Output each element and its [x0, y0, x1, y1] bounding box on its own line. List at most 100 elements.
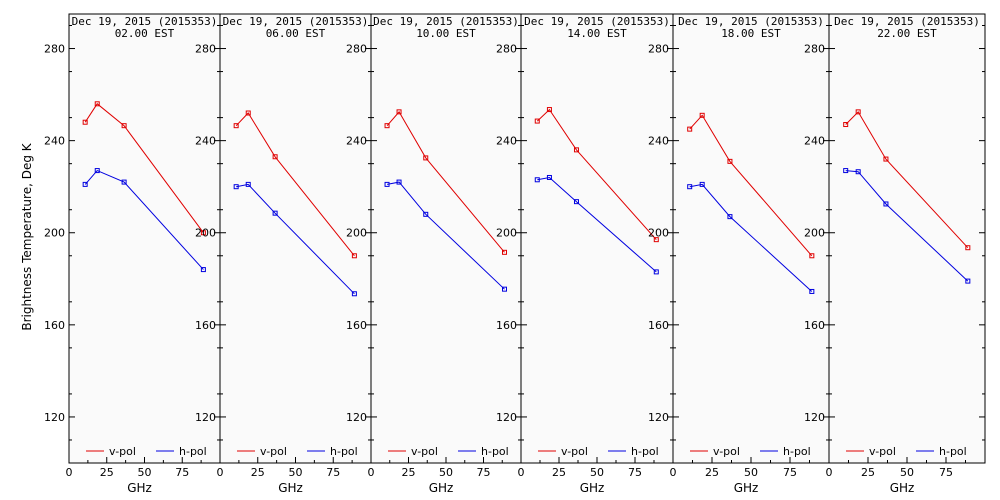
data-point-v-pol: [384, 123, 390, 129]
panel-subtitle: 18.00 EST: [721, 27, 781, 40]
y-tick-label: 120: [496, 411, 517, 424]
data-point-h-pol: [396, 179, 402, 185]
y-tick-label: 160: [804, 319, 825, 332]
data-point-v-pol: [546, 107, 552, 113]
y-axis-label: Brightness Temperature, Deg K: [20, 142, 34, 330]
panel-frame: [672, 13, 830, 464]
x-axis-label: GHz: [278, 481, 303, 495]
data-point-v-pol: [396, 109, 402, 115]
series-line-v-pol: [235, 112, 355, 257]
y-tick-label: 280: [346, 43, 367, 56]
x-tick-label: 0: [368, 466, 375, 479]
data-point-v-pol: [809, 253, 815, 259]
series-line-h-pol: [236, 183, 355, 295]
data-point-h-pol: [502, 286, 507, 292]
x-tick-label: 75: [939, 466, 953, 479]
x-tick-label: 75: [783, 466, 797, 479]
data-point-v-pol: [883, 156, 889, 162]
chart-panel-2: Dec 19, 2015 (2015353)06.00 EST 120 160 200…: [195, 13, 372, 495]
data-point-h-pol: [121, 179, 127, 185]
x-tick-label: 25: [552, 466, 566, 479]
y-tick-label: 240: [804, 135, 825, 148]
x-tick-label: 0: [670, 466, 677, 479]
panel-title: Dec 19, 2015 (2015353): [834, 15, 980, 28]
data-point-v-pol: [843, 122, 849, 128]
y-tick-label: 120: [44, 411, 65, 424]
y-tick-label: 240: [648, 135, 669, 148]
data-point-v-pol: [200, 230, 206, 236]
panel-subtitle: 02.00 EST: [115, 27, 175, 40]
y-tick-label: 280: [496, 43, 517, 56]
data-point-h-pol: [965, 278, 971, 284]
panel-title: Dec 19, 2015 (2015353): [72, 15, 218, 28]
x-tick-label: 75: [326, 466, 340, 479]
legend-label-v-pol: v-pol: [869, 445, 896, 458]
y-tick-label: 240: [44, 135, 65, 148]
data-point-h-pol: [855, 169, 861, 175]
y-tick-label: 200: [804, 227, 825, 240]
y-tick-label: 240: [496, 135, 517, 148]
y-tick-label: 240: [195, 135, 216, 148]
legend-label-h-pol: h-pol: [631, 445, 659, 458]
series-line-h-pol: [387, 181, 505, 290]
y-tick-label: 120: [346, 411, 367, 424]
x-tick-label: 0: [826, 466, 833, 479]
y-tick-label: 200: [496, 227, 517, 240]
series-line-v-pol: [536, 108, 657, 241]
data-point-v-pol: [653, 237, 659, 243]
legend-label-v-pol: v-pol: [713, 445, 740, 458]
chart-panel-1: Dec 19, 2015 (2015353)02.00 EST 120 160 200…: [44, 13, 221, 495]
x-axis-label: GHz: [890, 481, 915, 495]
series-line-v-pol: [386, 111, 505, 253]
data-point-h-pol: [546, 174, 552, 180]
legend-label-h-pol: h-pol: [783, 445, 811, 458]
y-tick-label: 160: [195, 319, 216, 332]
x-axis-label: GHz: [580, 481, 605, 495]
x-tick-label: 75: [628, 466, 642, 479]
y-tick-label: 200: [44, 227, 65, 240]
chart-panel-4: Dec 19, 2015 (2015353)14.00 EST 120 160 200…: [496, 13, 674, 495]
x-tick-label: 50: [138, 466, 152, 479]
data-point-h-pol: [82, 181, 88, 187]
data-point-h-pol: [423, 211, 429, 217]
y-tick-label: 280: [648, 43, 669, 56]
data-point-h-pol: [245, 181, 251, 187]
x-tick-label: 50: [590, 466, 604, 479]
panel-frame: [520, 13, 674, 464]
data-point-v-pol: [233, 123, 239, 129]
legend-label-v-pol: v-pol: [411, 445, 438, 458]
data-point-h-pol: [233, 184, 239, 190]
series-line-h-pol: [537, 176, 657, 273]
legend-label-v-pol: v-pol: [109, 445, 136, 458]
panel-frame: [219, 13, 372, 464]
x-tick-label: 0: [217, 466, 224, 479]
y-tick-label: 240: [346, 135, 367, 148]
data-point-v-pol: [502, 249, 507, 255]
data-point-v-pol: [245, 110, 251, 116]
panel-title: Dec 19, 2015 (2015353): [524, 15, 670, 28]
data-point-v-pol: [351, 253, 357, 259]
data-point-v-pol: [855, 109, 861, 115]
chart-panel-6: Dec 19, 2015 (2015353)22.00 EST 120 160 200…: [804, 13, 986, 495]
data-point-v-pol: [699, 112, 705, 118]
data-point-h-pol: [94, 168, 100, 174]
x-tick-label: 25: [251, 466, 265, 479]
y-tick-label: 280: [804, 43, 825, 56]
panel-frame: [370, 13, 522, 464]
data-point-h-pol: [843, 168, 849, 174]
data-point-v-pol: [423, 155, 429, 161]
y-tick-label: 280: [195, 43, 216, 56]
panel-title: Dec 19, 2015 (2015353): [223, 15, 369, 28]
y-tick-label: 120: [195, 411, 216, 424]
y-tick-label: 160: [44, 319, 65, 332]
data-point-h-pol: [351, 291, 357, 297]
x-axis-label: GHz: [127, 481, 152, 495]
legend-label-h-pol: h-pol: [179, 445, 207, 458]
x-axis-label: GHz: [429, 481, 454, 495]
data-point-h-pol: [883, 201, 889, 207]
panel-subtitle: 14.00 EST: [567, 27, 627, 40]
x-axis-label: GHz: [734, 481, 759, 495]
data-point-h-pol: [272, 210, 278, 216]
legend-label-h-pol: h-pol: [939, 445, 967, 458]
